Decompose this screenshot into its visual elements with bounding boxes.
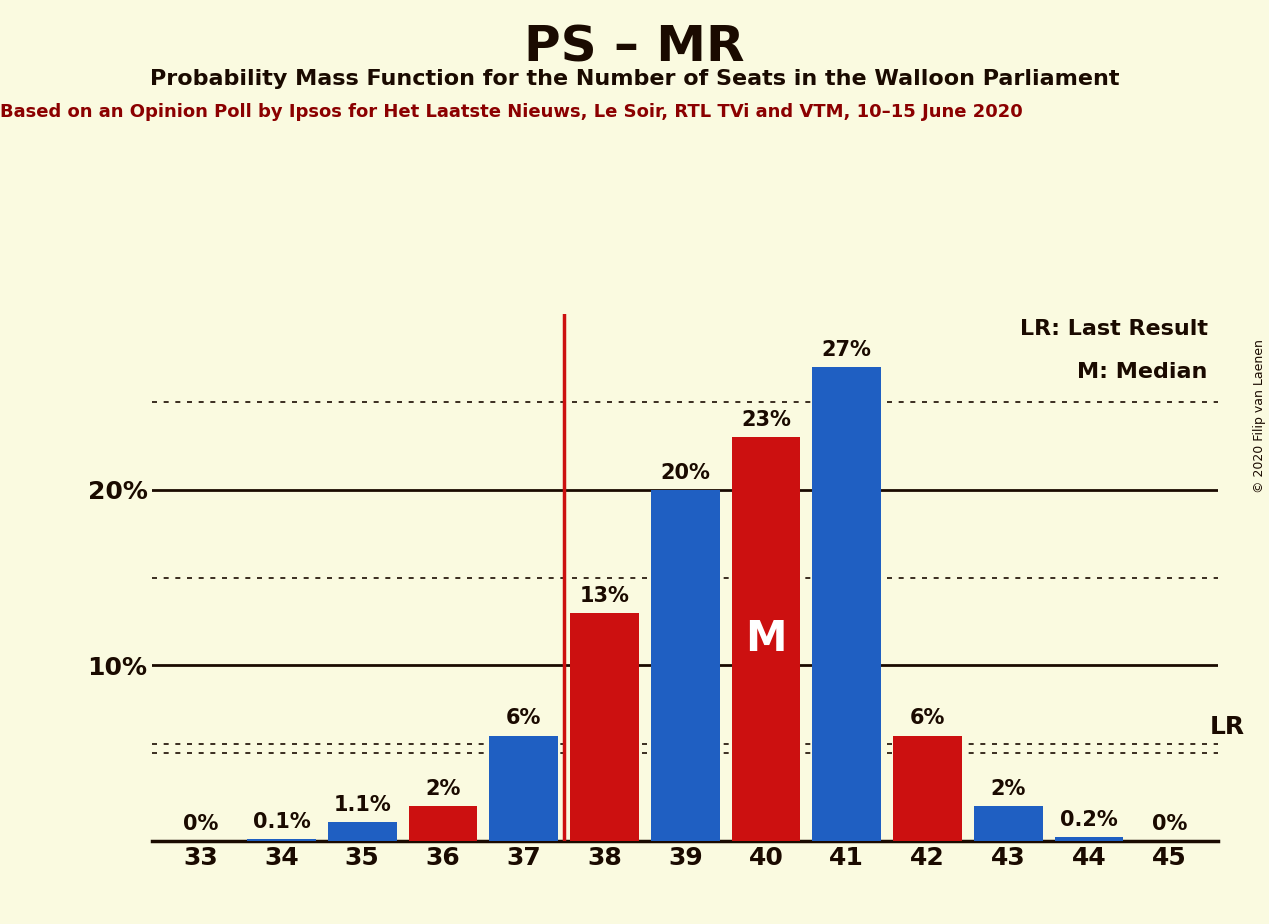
Text: 27%: 27% [822, 340, 872, 359]
Bar [732, 437, 801, 841]
Text: 23%: 23% [741, 410, 791, 430]
Text: 2%: 2% [991, 779, 1025, 798]
Bar [651, 490, 720, 841]
Text: M: Median: M: Median [1077, 361, 1208, 382]
Bar [327, 821, 396, 841]
Text: 1.1%: 1.1% [334, 795, 391, 815]
Text: Based on an Opinion Poll by Ipsos for Het Laatste Nieuws, Le Soir, RTL TVi and V: Based on an Opinion Poll by Ipsos for He… [0, 103, 1023, 121]
Text: PS – MR: PS – MR [524, 23, 745, 71]
Text: 0%: 0% [1152, 814, 1188, 833]
Text: LR: Last Result: LR: Last Result [1019, 320, 1208, 339]
Bar [409, 806, 477, 841]
Bar [893, 736, 962, 841]
Text: 13%: 13% [580, 586, 629, 605]
Bar [975, 806, 1043, 841]
Text: 0.1%: 0.1% [253, 812, 311, 832]
Bar [812, 367, 881, 841]
Text: Probability Mass Function for the Number of Seats in the Walloon Parliament: Probability Mass Function for the Number… [150, 69, 1119, 90]
Text: 0.2%: 0.2% [1060, 810, 1118, 831]
Text: 0%: 0% [183, 814, 218, 833]
Text: 2%: 2% [425, 779, 461, 798]
Text: 20%: 20% [660, 463, 711, 482]
Bar [1055, 837, 1123, 841]
Text: LR: LR [1211, 715, 1245, 739]
Bar [570, 613, 638, 841]
Bar [490, 736, 558, 841]
Text: M: M [745, 618, 787, 660]
Text: 6%: 6% [506, 709, 542, 728]
Text: 6%: 6% [910, 709, 945, 728]
Bar [247, 839, 316, 841]
Text: © 2020 Filip van Laenen: © 2020 Filip van Laenen [1254, 339, 1266, 492]
